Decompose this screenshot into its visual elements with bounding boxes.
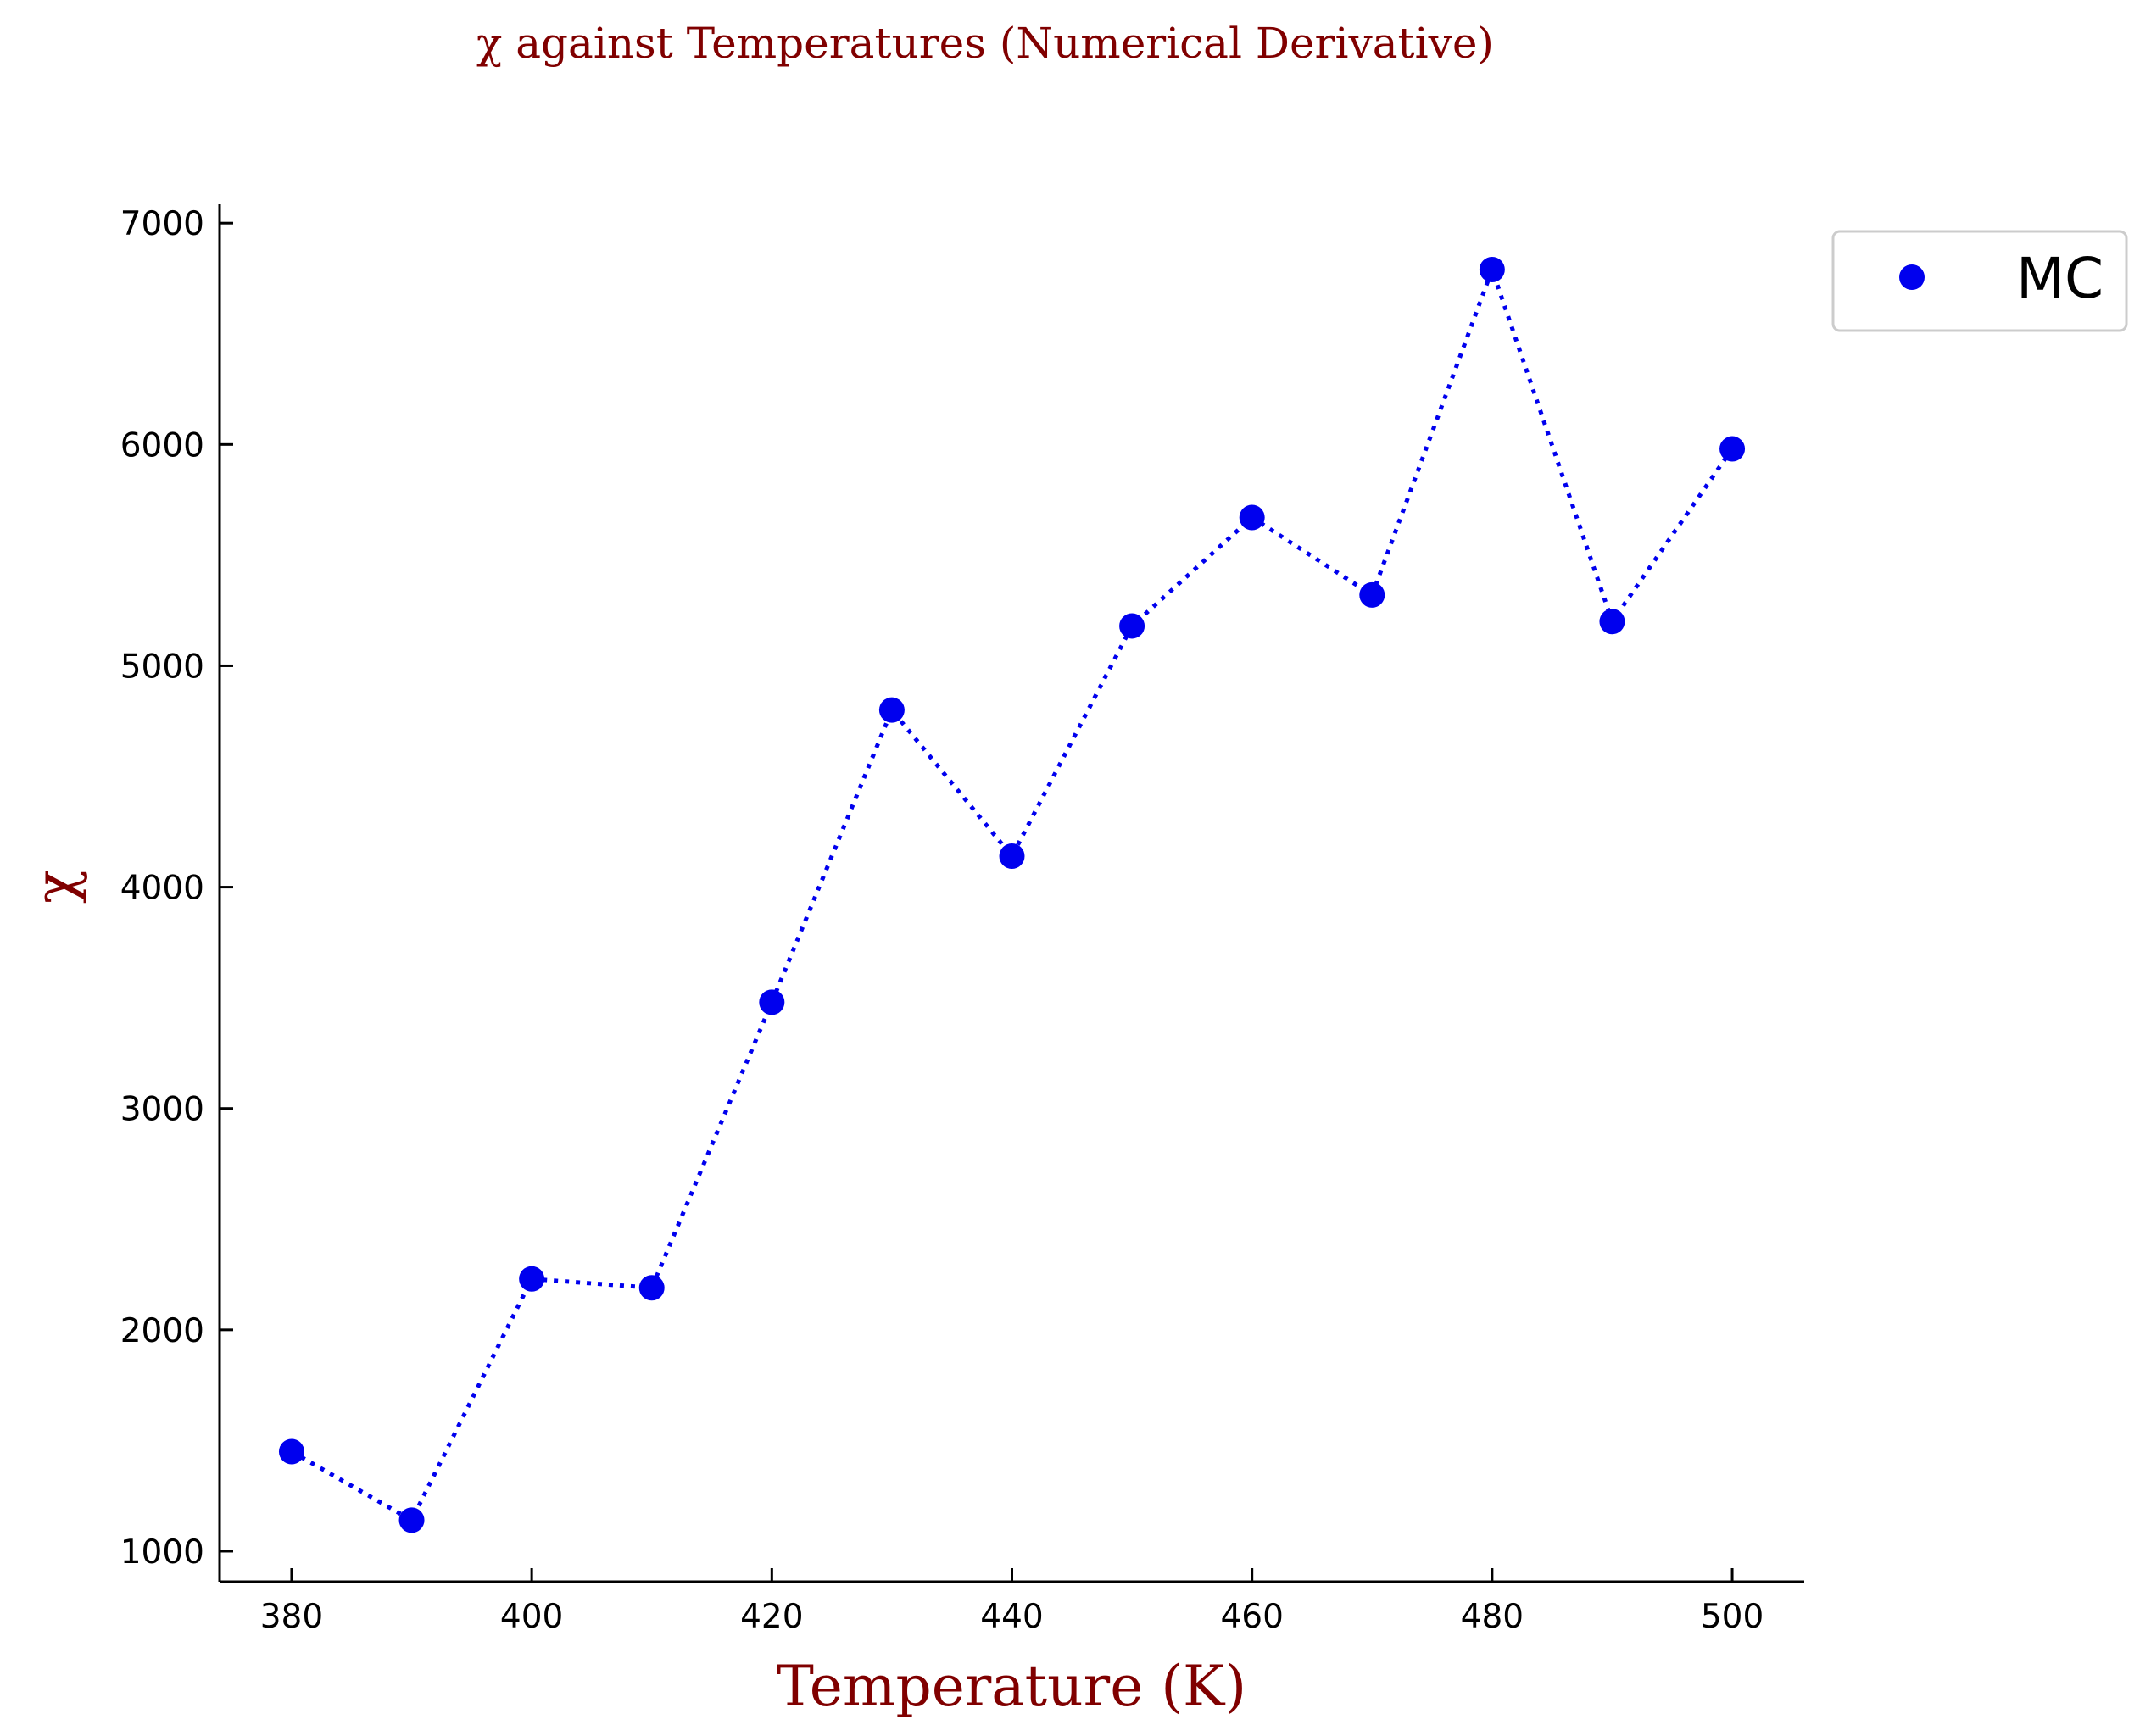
y-ticks: 1000 2000 3000 4000 5000 6000 7000	[120, 205, 233, 1572]
y-axis-label: χ	[23, 870, 88, 904]
data-point	[638, 1275, 665, 1301]
y-tick-label: 7000	[120, 205, 204, 243]
series-group	[278, 257, 1746, 1533]
x-ticks: 380 400 420 440 460 480 500	[260, 1568, 1764, 1636]
y-tick-label: 2000	[120, 1312, 204, 1350]
plot-area: 1000 2000 3000 4000 5000 6000 7000 380 400 420 44…	[120, 204, 1804, 1636]
legend: MC	[1831, 230, 2128, 332]
x-tick-label: 460	[1220, 1598, 1283, 1636]
x-tick-label: 480	[1461, 1598, 1524, 1636]
data-point	[878, 697, 905, 723]
data-point	[278, 1438, 304, 1465]
x-tick-label: 500	[1701, 1598, 1764, 1636]
data-point	[398, 1507, 425, 1533]
legend-frame	[1831, 230, 2128, 332]
data-point	[1599, 609, 1625, 635]
legend-marker	[1899, 264, 1925, 290]
x-tick-label: 380	[260, 1598, 323, 1636]
y-tick-label: 5000	[120, 648, 204, 686]
y-tick-label: 6000	[120, 426, 204, 465]
data-point	[759, 989, 785, 1015]
data-point	[1119, 613, 1145, 639]
y-tick-label: 4000	[120, 870, 204, 908]
x-tick-label: 420	[740, 1598, 803, 1636]
x-tick-label: 440	[980, 1598, 1043, 1636]
y-tick-label: 1000	[120, 1533, 204, 1572]
chart-title: χ against Temperatures (Numerical Deriva…	[476, 19, 1494, 68]
x-axis-label: Temperature (K)	[777, 1654, 1246, 1719]
data-point	[519, 1266, 545, 1292]
series-line	[290, 263, 1735, 1523]
y-tick-label: 3000	[120, 1091, 204, 1129]
data-point	[999, 843, 1025, 870]
legend-label: MC	[2016, 246, 2104, 311]
data-point	[1359, 581, 1385, 608]
data-point	[1479, 257, 1505, 283]
data-point	[1239, 504, 1265, 531]
x-tick-label: 400	[500, 1598, 563, 1636]
data-point	[1719, 436, 1746, 462]
